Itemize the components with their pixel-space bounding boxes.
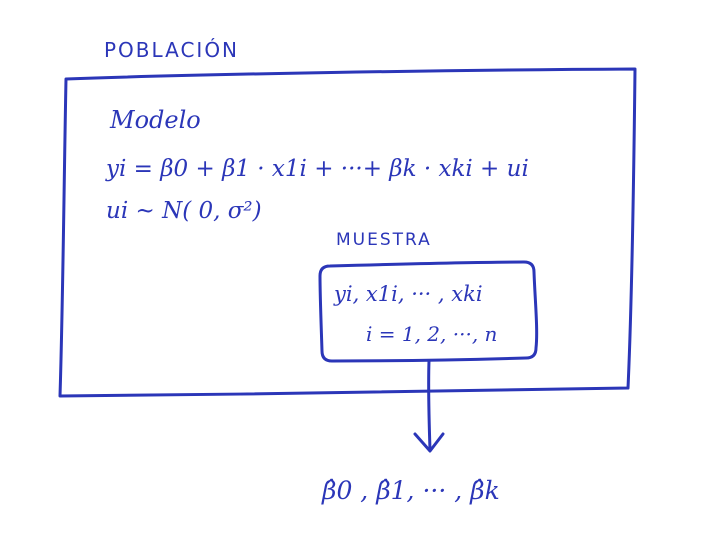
population-box: [58, 67, 637, 398]
error-distribution: ui ~ N( 0, σ²): [106, 198, 262, 224]
arrow-head: [413, 432, 445, 453]
population-label: POBLACIÓN: [104, 38, 240, 62]
sample-box: [318, 260, 539, 363]
sample-index: i = 1, 2, ···, n: [366, 322, 498, 346]
arrow-line: [427, 359, 432, 452]
model-equation: yi = β0 + β1 · x1i + ···+ βk · xki + ui: [106, 156, 529, 182]
model-label: Modelo: [110, 106, 201, 134]
sample-variables: yi, x1i, ··· , xki: [334, 282, 483, 306]
sample-label: MUESTRA: [336, 230, 432, 250]
estimates: β̂0 , β̂1, ··· , β̂k: [322, 476, 500, 505]
